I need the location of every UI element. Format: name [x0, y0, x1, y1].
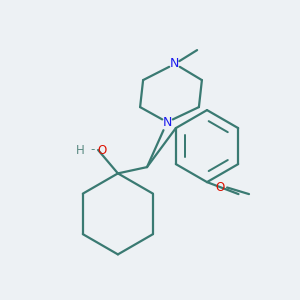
Text: O: O: [97, 143, 106, 157]
Text: -: -: [90, 143, 94, 157]
Text: N: N: [162, 116, 172, 129]
Text: O: O: [215, 181, 224, 194]
Text: H: H: [76, 143, 85, 157]
Text: N: N: [170, 57, 180, 70]
